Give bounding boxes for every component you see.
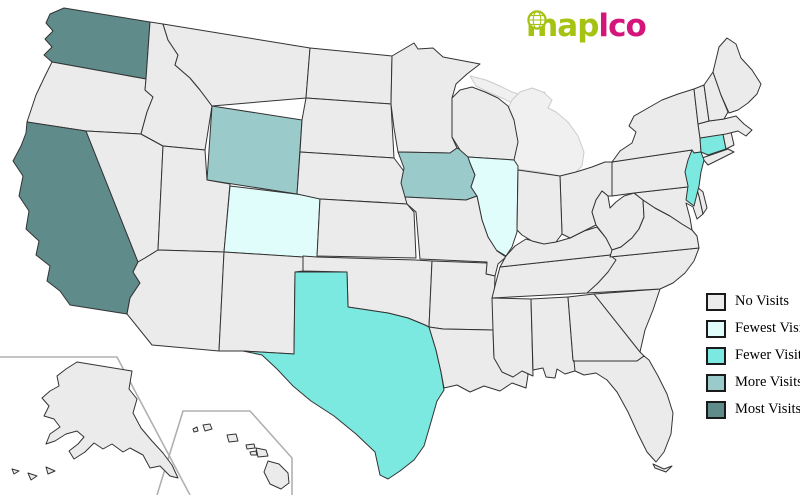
state-hawaii-big-island xyxy=(263,460,290,490)
state-hawaii-kauai xyxy=(202,423,213,432)
globe-icon xyxy=(527,10,547,30)
state-hawaii-molokai xyxy=(245,443,256,450)
legend-item-fewer-visits: Fewer Visits xyxy=(706,342,800,369)
state-new-york xyxy=(611,88,702,163)
state-north-dakota xyxy=(305,47,393,105)
state-south-dakota xyxy=(299,97,395,159)
state-alaska-aleutians xyxy=(27,472,38,481)
legend-label: No Visits xyxy=(735,293,790,309)
legend-swatch-most-visits xyxy=(706,400,726,419)
legend-label: Fewest Visits xyxy=(735,320,800,336)
state-iowa xyxy=(397,147,478,201)
state-hawaii-maui xyxy=(255,447,269,458)
legend-label: Fewer Visits xyxy=(735,347,800,363)
state-new-jersey xyxy=(684,149,705,207)
state-florida xyxy=(573,355,674,463)
state-hawaii-niihau xyxy=(192,426,199,433)
state-wisconsin xyxy=(451,86,519,161)
legend-item-most-visits: Most Visits xyxy=(706,396,800,423)
state-missouri xyxy=(404,195,507,277)
legend-swatch-no-visits xyxy=(706,292,726,311)
state-hawaii-lanai xyxy=(249,450,258,456)
state-wyoming xyxy=(206,105,303,195)
legend-label: More Visits xyxy=(735,374,800,390)
state-alaska-aleutians xyxy=(45,466,56,475)
logo-text-l: l xyxy=(598,8,609,44)
state-maine xyxy=(712,37,762,114)
state-delaware xyxy=(695,185,708,215)
state-arizona xyxy=(126,249,225,352)
state-indiana xyxy=(516,169,563,245)
state-texas xyxy=(242,271,445,480)
maploco-logo[interactable]: map l co xyxy=(526,6,647,46)
state-florida-keys xyxy=(652,463,673,473)
state-new-mexico xyxy=(218,251,304,355)
legend-item-no-visits: No Visits xyxy=(706,288,800,315)
state-hawaii-oahu xyxy=(226,433,239,443)
legend-label: Most Visits xyxy=(735,401,800,417)
state-minnesota xyxy=(390,42,481,154)
alaska-inset-border xyxy=(0,356,191,495)
state-colorado xyxy=(223,185,321,259)
map-legend: No Visits Fewest Visits Fewer Visits Mor… xyxy=(706,288,800,423)
legend-item-more-visits: More Visits xyxy=(706,369,800,396)
legend-swatch-fewest-visits xyxy=(706,319,726,338)
state-nebraska xyxy=(296,151,411,205)
logo-text-co: co xyxy=(608,8,647,44)
state-mississippi xyxy=(491,297,534,378)
state-new-york-long-island xyxy=(701,148,735,166)
state-alaska xyxy=(41,361,179,479)
state-arkansas xyxy=(428,260,496,331)
state-kansas xyxy=(316,198,417,259)
state-washington xyxy=(43,7,151,80)
legend-swatch-more-visits xyxy=(706,373,726,392)
legend-swatch-fewer-visits xyxy=(706,346,726,365)
state-alaska-aleutians xyxy=(11,468,20,475)
legend-item-fewest-visits: Fewest Visits xyxy=(706,315,800,342)
hawaii-inset-border xyxy=(156,410,293,495)
